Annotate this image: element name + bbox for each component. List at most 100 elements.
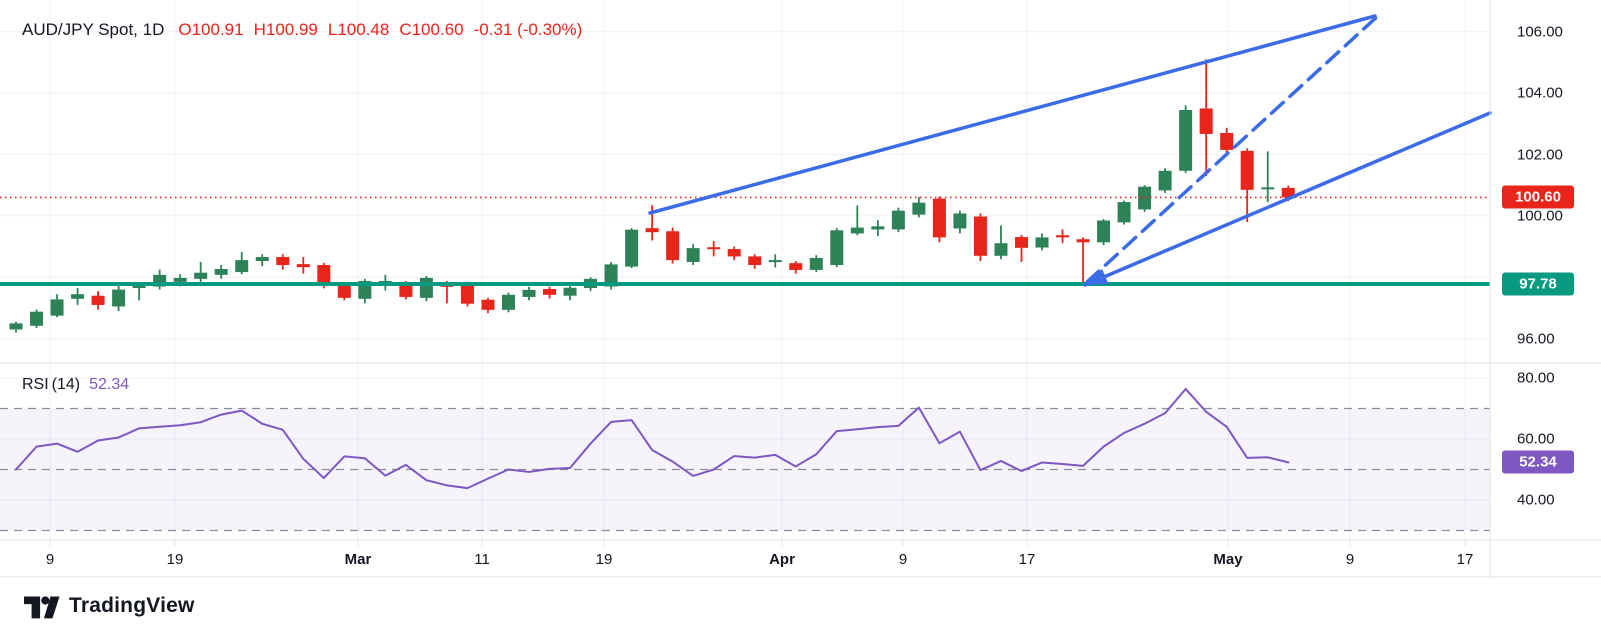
lower-channel-trendline[interactable] <box>1083 111 1492 287</box>
candle[interactable] <box>501 292 515 313</box>
candle-body <box>501 294 515 310</box>
time-axis[interactable] <box>0 541 1601 577</box>
rsi-indicator-params: (14) <box>51 376 81 393</box>
candle[interactable] <box>871 220 885 237</box>
candle-body <box>563 287 577 296</box>
candle[interactable] <box>1261 151 1275 203</box>
candle-body <box>871 226 885 230</box>
candle-body <box>50 299 64 316</box>
candle[interactable] <box>768 254 782 268</box>
candle[interactable] <box>830 228 844 268</box>
candle[interactable] <box>214 265 228 279</box>
candle[interactable] <box>1076 237 1090 284</box>
candle[interactable] <box>1056 229 1070 244</box>
candle-body <box>296 264 310 268</box>
candle[interactable] <box>419 276 433 302</box>
candle[interactable] <box>707 241 721 257</box>
symbol-title[interactable]: AUD/JPY Spot, 1D <box>22 20 165 39</box>
time-axis-label: 19 <box>595 551 613 568</box>
rsi-indicator-name[interactable]: RSI <box>22 376 49 393</box>
candle-body <box>255 257 269 262</box>
candle-body <box>543 288 557 295</box>
candle-body <box>481 299 495 310</box>
candle[interactable] <box>91 291 105 310</box>
rsi-value-badge: 52.34 <box>1502 450 1574 474</box>
candle[interactable] <box>625 228 639 269</box>
candle-body <box>850 227 864 234</box>
candle[interactable] <box>1240 148 1254 223</box>
candle[interactable] <box>1097 218 1111 246</box>
candle[interactable] <box>563 284 577 301</box>
candle[interactable] <box>1179 105 1193 173</box>
candle[interactable] <box>994 225 1008 260</box>
candle[interactable] <box>809 255 823 273</box>
projection-trendline[interactable] <box>1085 12 1382 284</box>
candle-body <box>830 230 844 266</box>
candle[interactable] <box>891 207 905 233</box>
candle[interactable] <box>71 288 85 305</box>
candle[interactable] <box>50 294 64 318</box>
candle[interactable] <box>153 269 167 290</box>
time-axis-label: 9 <box>1345 551 1355 568</box>
candle-body <box>1014 237 1028 248</box>
time-axis-label: 9 <box>45 551 55 568</box>
candle[interactable] <box>481 297 495 314</box>
candle[interactable] <box>1158 168 1172 193</box>
time-axis-label: 19 <box>166 551 184 568</box>
candle[interactable] <box>296 257 310 274</box>
candle[interactable] <box>912 196 926 218</box>
candle[interactable] <box>686 244 700 266</box>
candle-body <box>768 260 782 263</box>
candle-body <box>460 284 474 304</box>
candle[interactable] <box>953 210 967 234</box>
candle[interactable] <box>522 286 536 301</box>
candle[interactable] <box>276 254 290 270</box>
candle[interactable] <box>255 254 269 267</box>
candle[interactable] <box>194 261 208 282</box>
candle-body <box>317 265 331 286</box>
candle-body <box>1281 187 1295 198</box>
tradingview-logo[interactable]: TradingView <box>24 592 195 620</box>
candle[interactable] <box>1117 200 1131 225</box>
candle-body <box>1035 237 1049 248</box>
candle[interactable] <box>235 252 249 275</box>
candle[interactable] <box>932 196 946 243</box>
upper-channel-trendline[interactable] <box>648 14 1377 215</box>
candlestick-series[interactable] <box>9 59 1295 333</box>
candle-body <box>419 277 433 298</box>
candle-body <box>809 257 823 270</box>
time-axis-label: 17 <box>1018 551 1036 568</box>
candle[interactable] <box>748 254 762 269</box>
time-axis-label: 11 <box>474 551 490 568</box>
candle[interactable] <box>973 213 987 262</box>
candle-body <box>112 289 126 307</box>
candle[interactable] <box>789 261 803 274</box>
candle-body <box>71 294 85 299</box>
lower-channel-trendline-arrowhead <box>1085 269 1109 285</box>
candle[interactable] <box>1220 127 1234 156</box>
ohlc-high: H100.99 <box>253 20 318 39</box>
candle[interactable] <box>30 309 44 328</box>
candle-body <box>891 210 905 230</box>
candle-body <box>522 289 536 297</box>
candle[interactable] <box>1035 233 1049 251</box>
candle[interactable] <box>727 246 741 261</box>
candle-body <box>1097 220 1111 243</box>
candle-body <box>973 216 987 256</box>
rsi-line[interactable] <box>15 387 1290 490</box>
candle[interactable] <box>9 321 23 333</box>
candle[interactable] <box>850 205 864 236</box>
candle[interactable] <box>543 286 557 299</box>
ohlc-low: L100.48 <box>327 20 390 39</box>
price-axis-label: 102.00 <box>1517 146 1563 163</box>
candle-body <box>153 274 167 287</box>
candle[interactable] <box>666 227 680 264</box>
price-axis-label: 100.00 <box>1517 207 1563 225</box>
candle-body <box>1240 150 1254 190</box>
candle[interactable] <box>1199 59 1213 176</box>
candle-body <box>378 280 392 283</box>
candle[interactable] <box>1138 185 1152 212</box>
candle[interactable] <box>1014 234 1028 262</box>
candle[interactable] <box>112 284 126 312</box>
